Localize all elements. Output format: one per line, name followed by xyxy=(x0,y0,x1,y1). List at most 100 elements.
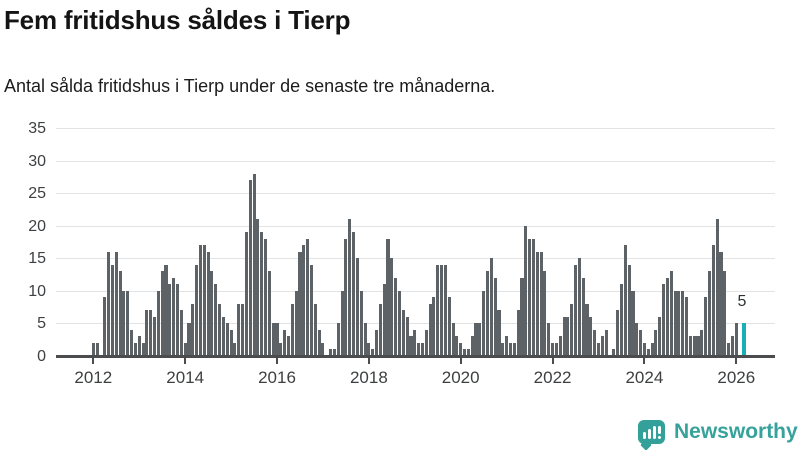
bar-2016-02 xyxy=(279,342,283,356)
x-axis-label-2026: 2026 xyxy=(717,368,756,387)
bar-2012-07 xyxy=(114,251,118,356)
bar-2023-06 xyxy=(616,310,620,356)
bar-2019-06 xyxy=(432,297,436,356)
bar-2018-12 xyxy=(409,336,413,356)
bar-2019-03 xyxy=(420,342,424,356)
bar-2021-03 xyxy=(512,342,516,356)
y-axis-label-5: 5 xyxy=(37,315,46,332)
bar-2013-05 xyxy=(152,316,157,356)
bar-2014-04 xyxy=(195,264,199,356)
bar-2015-02 xyxy=(233,342,237,356)
bar-2022-08 xyxy=(577,258,581,356)
bar-2016-06 xyxy=(294,290,298,356)
bar-2017-06 xyxy=(340,290,344,356)
bar-2023-02 xyxy=(600,336,604,356)
y-axis-label-25: 25 xyxy=(28,185,46,202)
bar-2024-06 xyxy=(662,284,666,356)
bar-2018-05 xyxy=(382,284,386,356)
gridline-y-20 xyxy=(56,225,775,227)
bar-2020-03 xyxy=(466,349,470,356)
bar-2025-01 xyxy=(688,336,692,356)
bar-2015-09 xyxy=(260,232,264,356)
bar-2025-02 xyxy=(692,336,696,356)
bar-2025-12 xyxy=(730,336,735,356)
x-axis-label-2012: 2012 xyxy=(74,368,113,387)
bar-2025-11 xyxy=(727,342,731,356)
bar-2025-08 xyxy=(715,219,719,356)
bar-2015-04 xyxy=(241,303,245,356)
bar-2024-11 xyxy=(681,290,685,356)
bar-2025-03 xyxy=(696,336,700,356)
bar-2020-11 xyxy=(497,310,501,356)
bar-2020-10 xyxy=(493,277,497,356)
bar-2019-10 xyxy=(447,297,451,356)
bar-2018-10 xyxy=(401,310,405,356)
bar-2012-12 xyxy=(133,342,137,356)
bar-2022-03 xyxy=(558,336,562,356)
bar-2016-08 xyxy=(302,245,306,356)
bar-2017-01 xyxy=(321,342,325,356)
bar-2013-10 xyxy=(172,277,176,356)
bar-2023-10 xyxy=(631,290,635,356)
bar-2015-06 xyxy=(248,180,252,356)
x-axis-label-2024: 2024 xyxy=(625,368,664,387)
bar-2022-01 xyxy=(551,342,555,356)
bar-2014-08 xyxy=(210,271,214,356)
bar-2021-12 xyxy=(547,323,551,356)
x-axis-label-2020: 2020 xyxy=(441,368,480,387)
bar-2021-07 xyxy=(528,238,532,356)
bar-2013-06 xyxy=(156,290,160,356)
bar-2013-02 xyxy=(141,342,145,356)
bar-2014-10 xyxy=(218,303,222,356)
bar-2024-01 xyxy=(642,342,646,356)
bar-2017-07 xyxy=(344,238,348,356)
x-tick-2024 xyxy=(643,357,646,364)
bar-2019-04 xyxy=(424,329,428,356)
bar-2022-04 xyxy=(562,316,566,356)
bar-2017-05 xyxy=(336,323,340,356)
bar-2020-12 xyxy=(501,342,505,356)
bar-2014-03 xyxy=(191,303,195,356)
bar-2012-05 xyxy=(107,251,111,356)
bar-2015-10 xyxy=(263,238,268,356)
bar-2022-10 xyxy=(585,303,589,356)
bar-2023-01 xyxy=(596,342,601,356)
newsworthy-speech-bubble-bar-chart-icon xyxy=(638,420,665,444)
bar-2013-01 xyxy=(137,336,141,356)
y-axis-label-15: 15 xyxy=(28,250,46,267)
bar-2018-03 xyxy=(374,329,379,356)
bar-2014-09 xyxy=(214,284,218,356)
bar-2013-11 xyxy=(175,284,180,356)
bar-2012-06 xyxy=(110,264,114,356)
bar-2012-02 xyxy=(95,342,99,356)
bar-2020-02 xyxy=(463,349,467,356)
bar-2022-06 xyxy=(570,303,574,356)
highlight-bar-2026-03 xyxy=(742,323,746,356)
bar-2018-09 xyxy=(397,290,402,356)
bar-2021-04 xyxy=(516,310,520,356)
bar-2024-10 xyxy=(677,290,681,356)
bar-2024-02 xyxy=(646,349,650,356)
bar-2020-08 xyxy=(485,271,490,356)
bar-2016-05 xyxy=(290,303,294,356)
bar-2023-11 xyxy=(635,323,639,356)
y-axis-label-0: 0 xyxy=(37,347,46,365)
x-axis-label-2014: 2014 xyxy=(166,368,205,387)
bar-2023-09 xyxy=(627,264,631,356)
bar-2024-04 xyxy=(654,329,658,356)
bar-2016-09 xyxy=(306,238,310,356)
chart-subtitle: Antal sålda fritidshus i Tierp under de … xyxy=(4,76,496,96)
gridline-y-30 xyxy=(56,160,775,162)
bar-2015-01 xyxy=(229,329,233,356)
newsworthy-logo[interactable]: Newsworthy xyxy=(636,418,798,450)
bar-2026-01 xyxy=(734,323,738,356)
x-tick-2022 xyxy=(551,357,554,364)
bar-2024-12 xyxy=(685,297,689,356)
bar-2012-11 xyxy=(130,329,134,356)
bar-2012-04 xyxy=(103,297,107,356)
gridline-y-15 xyxy=(56,258,775,259)
bar-2022-07 xyxy=(574,264,578,356)
gridline-y-25 xyxy=(56,193,775,194)
bar-2025-04 xyxy=(700,329,704,356)
x-axis-label-2022: 2022 xyxy=(533,368,572,387)
